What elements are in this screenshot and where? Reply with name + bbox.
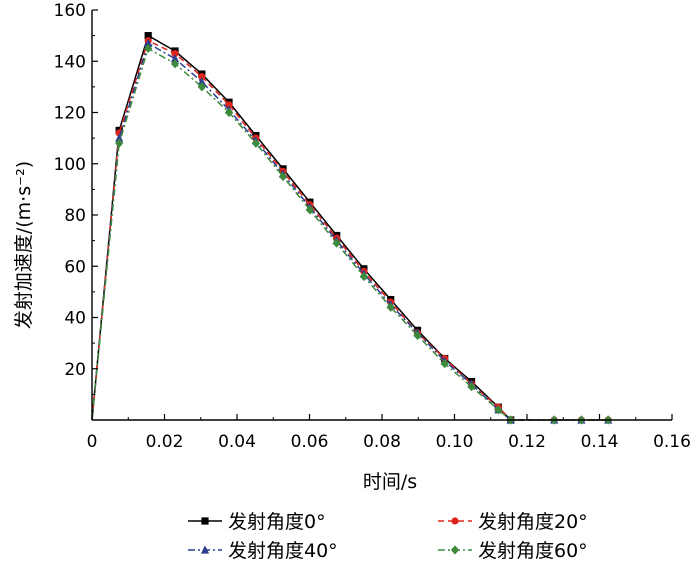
- data-point: [144, 43, 153, 54]
- y-tick-label: 80: [64, 206, 86, 226]
- data-point: [413, 330, 422, 341]
- legend-item-2: 发射角度40°: [188, 540, 338, 562]
- data-point: [440, 359, 449, 369]
- data-point: [386, 302, 395, 312]
- x-tick-label: 0.02: [146, 432, 184, 452]
- series-line: [91, 47, 609, 421]
- data-point: [332, 238, 341, 248]
- data-point: [278, 171, 288, 182]
- x-tick-label: 0.14: [581, 432, 619, 452]
- data-point: [144, 38, 153, 47]
- data-point: [197, 77, 206, 86]
- series-line: [91, 42, 609, 421]
- data-point: [197, 82, 206, 92]
- y-tick-label: 40: [64, 309, 86, 329]
- x-tick-label: 0.12: [508, 432, 546, 452]
- data-point: [467, 382, 476, 392]
- data-point: [170, 59, 180, 69]
- y-tick-label: 60: [64, 257, 86, 277]
- axes: 0 0.02 0.04 0.06 0.08 0.10 0.12 0.14 0.16 20 40 60 8…: [54, 1, 691, 452]
- x-tick-label: 0.16: [653, 432, 691, 452]
- data-point: [224, 107, 234, 118]
- data-point: [144, 32, 152, 40]
- legend-label: 发射角度60°: [478, 540, 588, 562]
- legend: 发射角度0° 发射角度20° 发射角度40° 发射角度60°: [188, 511, 588, 562]
- y-axis-title: 发射加速度/(m·s⁻²): [13, 161, 35, 329]
- plot-area: [91, 32, 613, 425]
- data-point: [171, 49, 179, 58]
- data-point: [225, 101, 233, 109]
- data-point: [494, 405, 503, 415]
- legend-label: 发射角度20°: [478, 511, 588, 533]
- legend-item-0: 发射角度0°: [188, 511, 326, 533]
- x-axis-title: 时间/s: [363, 471, 417, 493]
- legend-marker: [201, 517, 209, 525]
- data-point: [359, 271, 368, 282]
- x-tick-label: 0: [87, 432, 98, 452]
- series-3: [91, 43, 613, 425]
- series-1: [91, 37, 612, 424]
- data-point: [198, 73, 206, 81]
- data-point: [251, 138, 260, 148]
- y-tick-label: 160: [54, 1, 86, 21]
- legend-marker: [200, 545, 210, 554]
- y-tick-label: 120: [54, 104, 86, 124]
- series-line: [91, 34, 512, 421]
- legend-marker: [451, 517, 459, 525]
- data-point: [115, 133, 124, 142]
- x-tick-label: 0.04: [218, 432, 256, 452]
- series-2: [91, 38, 613, 424]
- y-tick-label: 140: [54, 52, 86, 72]
- y-tick-label: 20: [64, 360, 86, 380]
- legend-item-1: 发射角度20°: [438, 511, 588, 533]
- x-tick-label: 0.08: [363, 432, 401, 452]
- series-line: [91, 39, 609, 421]
- data-point: [170, 54, 180, 63]
- x-tick-label: 0.10: [436, 432, 474, 452]
- legend-item-3: 发射角度60°: [438, 540, 588, 562]
- data-point: [115, 138, 124, 148]
- data-point: [305, 205, 314, 215]
- legend-label: 发射角度0°: [228, 511, 326, 533]
- y-tick-label: 100: [54, 155, 86, 175]
- legend-label: 发射角度40°: [228, 540, 338, 562]
- x-tick-label: 0.06: [291, 432, 329, 452]
- legend-marker: [450, 545, 460, 555]
